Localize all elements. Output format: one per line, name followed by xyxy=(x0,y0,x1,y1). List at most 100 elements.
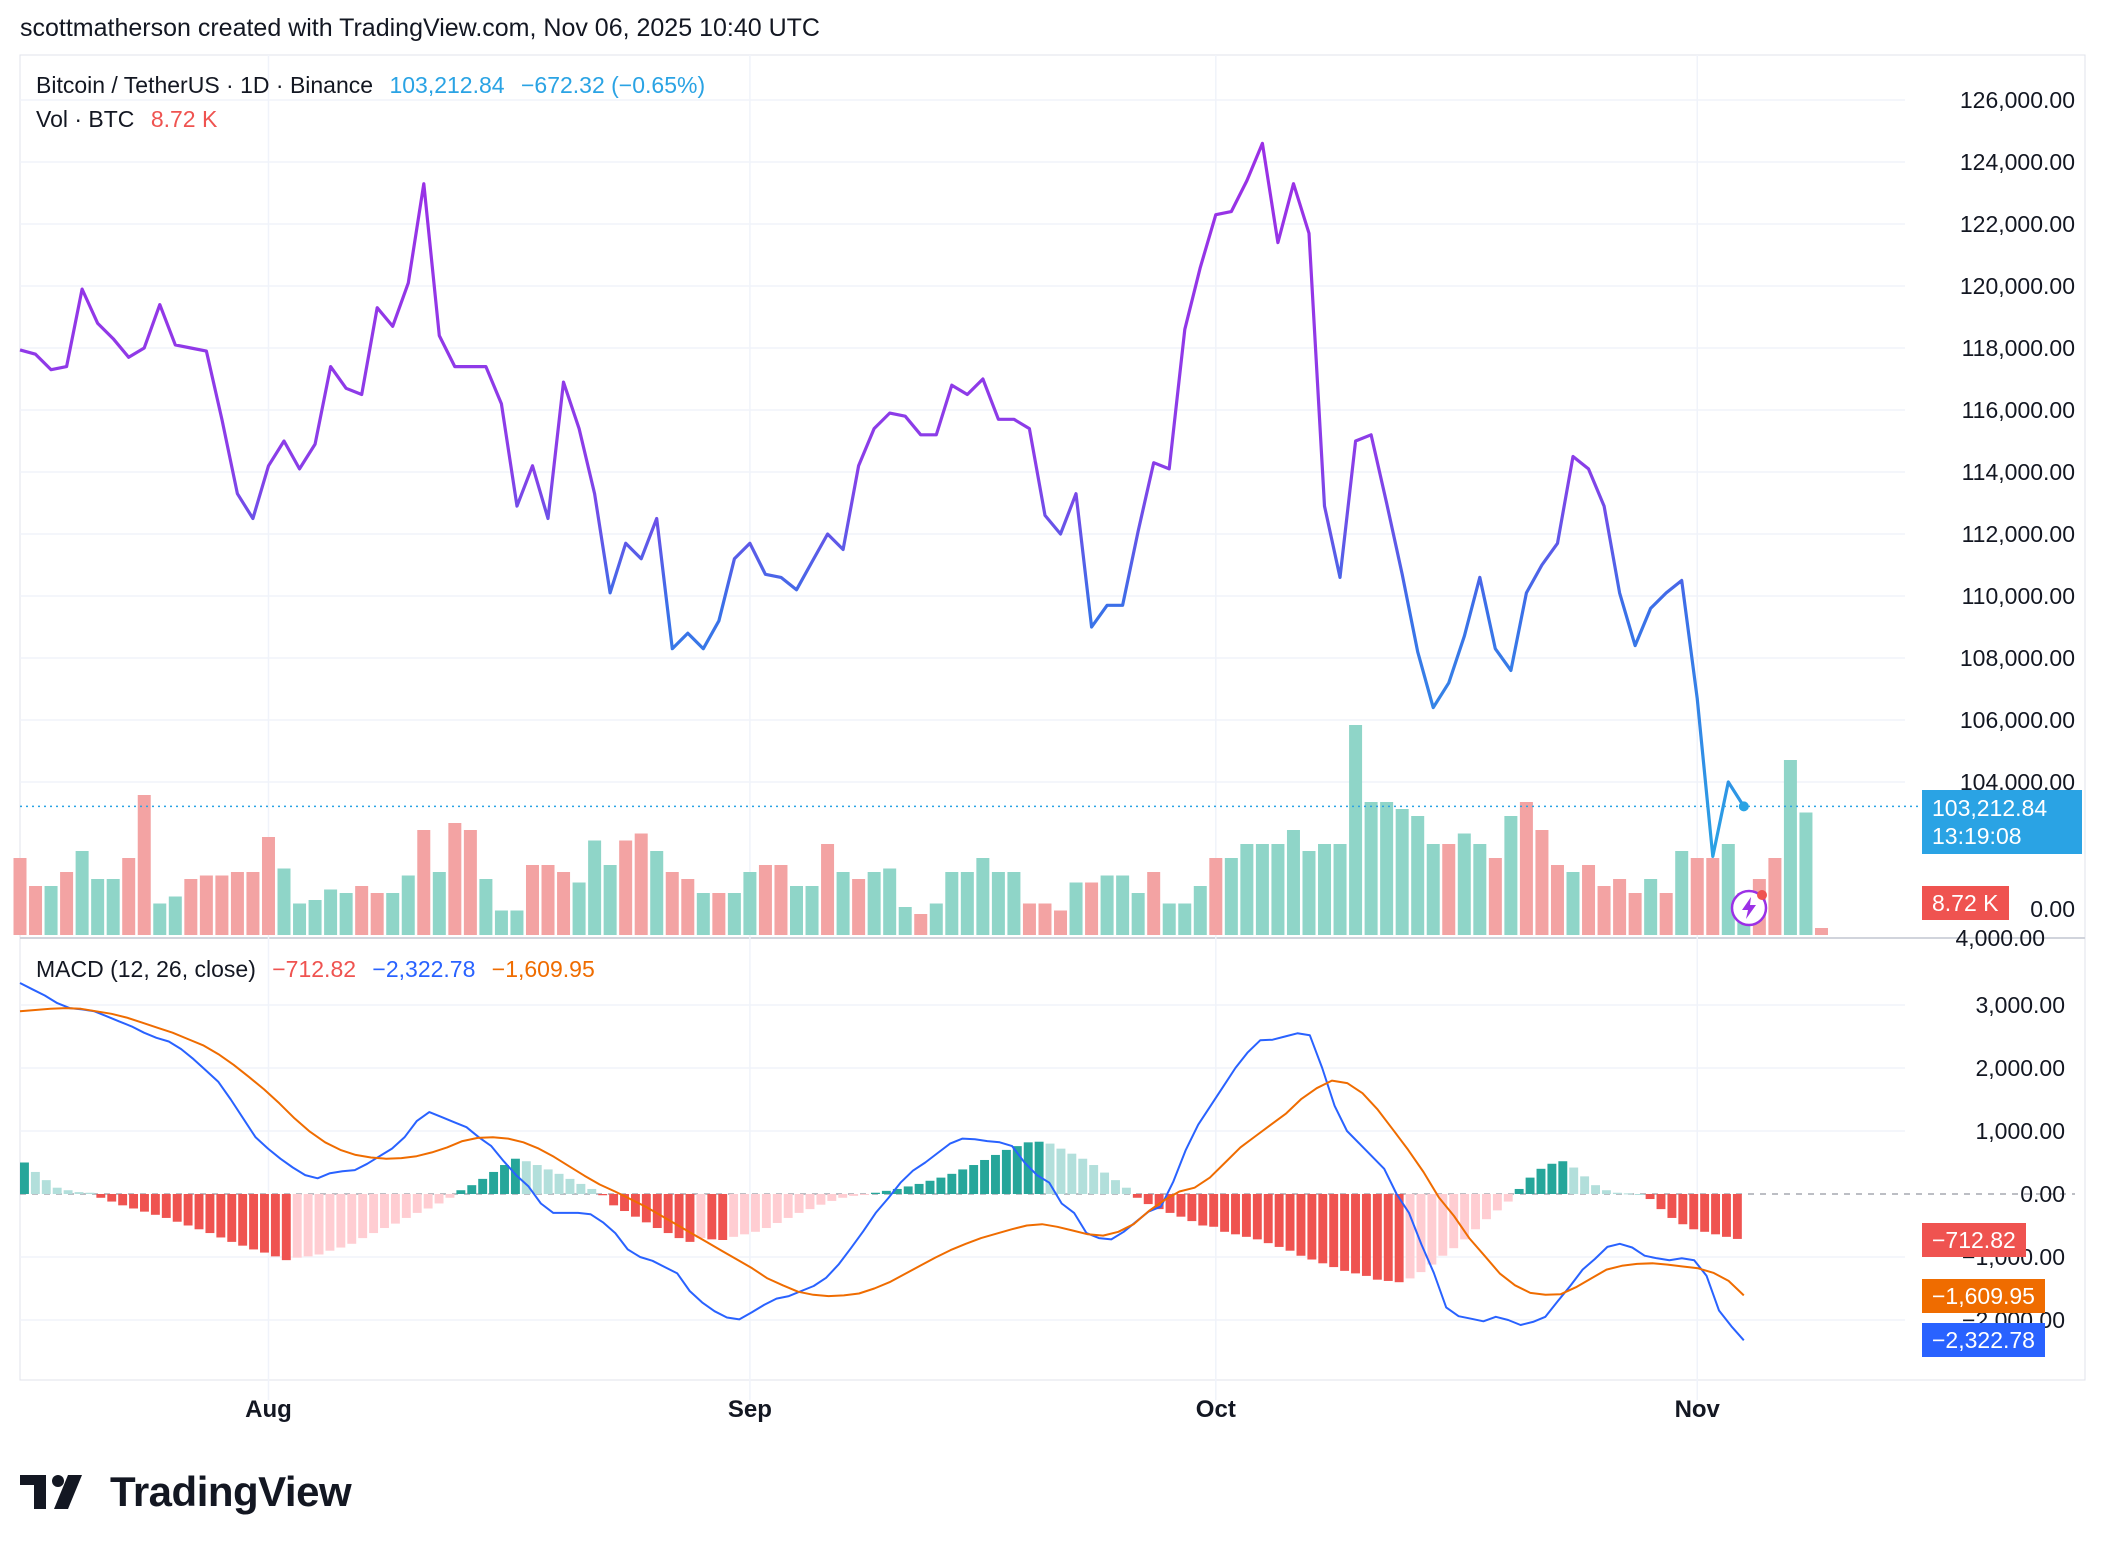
macd-histogram-bar xyxy=(500,1165,509,1194)
time-axis-label: Oct xyxy=(1196,1396,1236,1423)
volume-bar xyxy=(929,903,943,935)
volume-bar xyxy=(1349,725,1363,935)
volume-bar xyxy=(1675,851,1689,935)
macd-signal-value: −1,609.95 xyxy=(491,956,595,982)
macd-axis-label: 3,000.00 xyxy=(1975,992,2065,1018)
volume-bar xyxy=(60,872,74,935)
macd-histogram-bar xyxy=(96,1194,106,1198)
tradingview-logo[interactable]: TradingView xyxy=(20,1468,352,1516)
volume-bar xyxy=(1442,844,1456,935)
volume-bar xyxy=(1395,809,1409,935)
macd-histogram-bar xyxy=(85,1192,95,1194)
volume-bar xyxy=(339,893,353,935)
macd-histogram-bar xyxy=(238,1194,248,1246)
macd-histogram-bar xyxy=(161,1194,171,1218)
volume-bar xyxy=(1224,858,1238,935)
volume-bar xyxy=(261,837,275,935)
volume-bar xyxy=(1457,833,1471,935)
macd-histogram-bar xyxy=(1121,1187,1131,1194)
macd-histogram-bar xyxy=(20,1162,29,1194)
macd-histogram-bar xyxy=(707,1194,717,1240)
chart-header: scottmatherson created with TradingView.… xyxy=(20,14,820,42)
macd-histogram-bar xyxy=(1274,1194,1284,1247)
volume-bar xyxy=(153,903,167,935)
macd-histogram-bar xyxy=(63,1190,73,1194)
macd-histogram-bar xyxy=(1612,1192,1622,1194)
macd-line-tag: −2,322.78 xyxy=(1922,1323,2045,1357)
volume-bar xyxy=(1519,802,1533,935)
volume-bar xyxy=(1022,903,1036,935)
macd-histogram-bar xyxy=(1678,1194,1688,1225)
macd-histogram-bar xyxy=(1001,1149,1011,1194)
volume-bar xyxy=(1054,910,1068,935)
macd-histogram-bar xyxy=(1405,1194,1415,1279)
price-axis-label: 126,000.00 xyxy=(1960,87,2075,113)
macd-histogram-bar xyxy=(292,1194,302,1258)
macd-histogram-bar xyxy=(576,1183,586,1194)
macd-histogram-bar xyxy=(1154,1194,1164,1210)
volume-bar xyxy=(184,879,198,935)
macd-histogram-bar xyxy=(1427,1194,1437,1265)
macd-histogram-bar xyxy=(1558,1161,1568,1194)
volume-bar xyxy=(758,865,772,935)
macd-histogram-bar xyxy=(947,1173,957,1194)
macd-histogram-bar xyxy=(991,1154,1000,1194)
macd-histogram-bar xyxy=(1416,1194,1426,1273)
volume-bar xyxy=(1799,812,1813,935)
macd-hist-value: −712.82 xyxy=(272,956,357,982)
volume-bar xyxy=(1613,879,1627,935)
volume-bar xyxy=(106,879,120,935)
macd-histogram-bar xyxy=(729,1194,739,1237)
macd-histogram-bar xyxy=(1514,1188,1524,1194)
volume-bar xyxy=(525,865,539,935)
volume-bar xyxy=(634,833,648,935)
symbol-legend: Bitcoin / TetherUS · 1D · Binance 103,21… xyxy=(36,72,715,99)
volume-bar xyxy=(665,872,679,935)
macd-histogram-bar xyxy=(423,1194,433,1209)
macd-histogram-bar xyxy=(696,1194,706,1239)
time-axis-label: Sep xyxy=(728,1396,772,1423)
macd-histogram-bar xyxy=(1307,1194,1317,1260)
symbol-name[interactable]: Bitcoin / TetherUS · 1D · Binance xyxy=(36,72,374,98)
volume-bar xyxy=(1178,903,1192,935)
volume-bar xyxy=(619,840,633,935)
macd-histogram-bar xyxy=(140,1194,149,1212)
macd-histogram-bar xyxy=(380,1194,389,1229)
macd-line[interactable] xyxy=(19,982,1745,1341)
price-axis-label: 124,000.00 xyxy=(1960,149,2075,175)
macd-histogram-bar xyxy=(1667,1194,1677,1218)
volume-bar xyxy=(1706,858,1720,935)
volume-bar xyxy=(1473,844,1487,935)
volume-bar xyxy=(75,851,89,935)
volume-bar xyxy=(168,896,182,935)
price-axis-label: 110,000.00 xyxy=(1962,583,2075,609)
volume-bar xyxy=(1628,893,1642,935)
macd-histogram-bar xyxy=(1722,1194,1731,1237)
volume-bar xyxy=(293,903,307,935)
volume-bar xyxy=(324,889,338,935)
volume-bar xyxy=(29,886,43,935)
macd-histogram-bar xyxy=(554,1173,564,1194)
macd-histogram-bar xyxy=(303,1194,313,1257)
volume-label[interactable]: Vol · BTC xyxy=(36,106,135,132)
macd-histogram-bar xyxy=(1220,1194,1230,1232)
volume-bar xyxy=(650,851,664,935)
macd-histogram-bar xyxy=(1285,1194,1295,1251)
volume-bar xyxy=(1333,844,1347,935)
macd-histogram-bar xyxy=(107,1194,117,1202)
volume-bar xyxy=(355,886,369,935)
volume-bar xyxy=(246,872,260,935)
volume-bar xyxy=(1147,872,1161,935)
macd-histogram-bar xyxy=(1318,1194,1328,1264)
macd-histogram-bar xyxy=(783,1194,793,1218)
macd-histogram-bar xyxy=(41,1180,51,1194)
volume-bar xyxy=(277,868,291,935)
price-line[interactable] xyxy=(19,141,1746,858)
lightning-icon[interactable] xyxy=(1730,889,1768,927)
macd-histogram-bar xyxy=(980,1159,990,1194)
macd-histogram-bar xyxy=(1100,1172,1110,1194)
signal-line[interactable] xyxy=(19,1007,1745,1298)
macd-label[interactable]: MACD (12, 26, close) xyxy=(36,956,256,982)
